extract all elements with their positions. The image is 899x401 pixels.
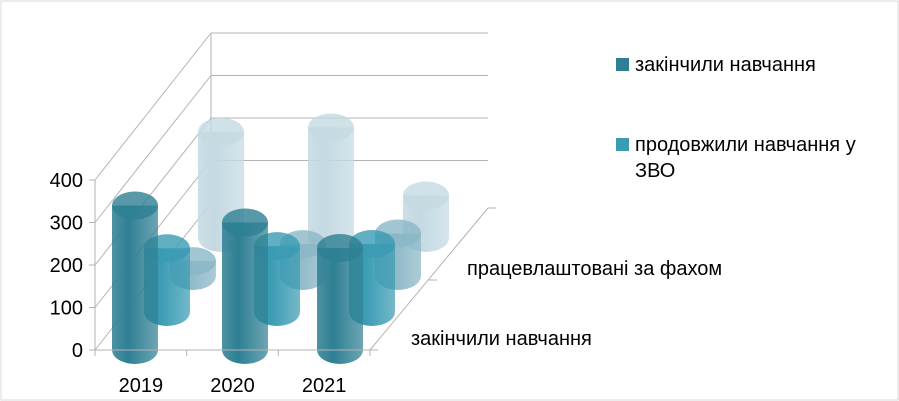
side-gridline bbox=[94, 32, 212, 181]
cylinder-series4-2019-top bbox=[198, 117, 244, 146]
x-tick-label: 2021 bbox=[302, 375, 347, 397]
depth-label-graduated: закінчили навчання bbox=[411, 328, 592, 350]
legend-swatch-graduated bbox=[616, 58, 629, 71]
legend-label-continued: продовжили навчання у ЗВО bbox=[635, 134, 856, 182]
cylinder-series1-2020-top bbox=[222, 208, 268, 237]
legend: закінчили навчання продовжили навчання у… bbox=[616, 52, 899, 238]
y-tick-label: 400 bbox=[50, 170, 83, 192]
legend-swatch-continued bbox=[616, 138, 629, 151]
depth-label-employed: працевлаштовані за фахом bbox=[467, 258, 722, 280]
x-tick-label: 2020 bbox=[210, 375, 255, 397]
x-tick-label: 2019 bbox=[119, 375, 164, 397]
cylinder-series1-2019-top bbox=[112, 191, 158, 220]
side-gridline bbox=[94, 75, 212, 223]
legend-label-graduated: закінчили навчання bbox=[635, 54, 816, 76]
axis-layer: 0 100 200 300 400 2019 2020 2021 закінчили навча… bbox=[50, 170, 723, 397]
cylinder-series1-2020-body bbox=[222, 222, 268, 364]
legend-item-graduated: закінчили навчання bbox=[616, 52, 899, 78]
cylinder-series1-2019 bbox=[112, 191, 158, 364]
cylinder-series1-2021-body bbox=[317, 248, 363, 364]
legend-item-continued: продовжили навчання у ЗВО bbox=[616, 132, 899, 184]
cylinder-series1-2020 bbox=[222, 208, 268, 364]
cylinder-series1-2021-top bbox=[317, 234, 363, 262]
cylinder-series1-2021 bbox=[317, 234, 363, 364]
cylinder-series4-2020-body bbox=[308, 127, 354, 252]
cylinder-series4-2020 bbox=[308, 113, 354, 252]
bars-layer bbox=[112, 113, 449, 364]
y-tick-label: 0 bbox=[72, 340, 83, 362]
cylinder-series1-2019-body bbox=[112, 205, 158, 364]
cylinder-series4-2020-top bbox=[308, 113, 354, 142]
floor-edge bbox=[369, 207, 489, 351]
cylinder-series4-2021-top bbox=[403, 181, 449, 210]
y-tick-label: 300 bbox=[50, 213, 83, 235]
y-tick-label: 100 bbox=[50, 298, 83, 320]
y-tick-label: 200 bbox=[50, 255, 83, 277]
